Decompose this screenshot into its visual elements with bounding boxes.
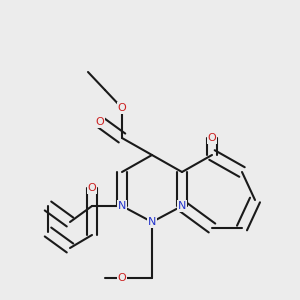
Text: N: N (118, 201, 126, 211)
Text: O: O (118, 103, 126, 113)
Text: O: O (96, 117, 104, 127)
Text: O: O (88, 183, 96, 193)
Text: N: N (178, 201, 186, 211)
Text: O: O (208, 133, 216, 143)
Text: O: O (118, 273, 126, 283)
Text: N: N (148, 217, 156, 227)
